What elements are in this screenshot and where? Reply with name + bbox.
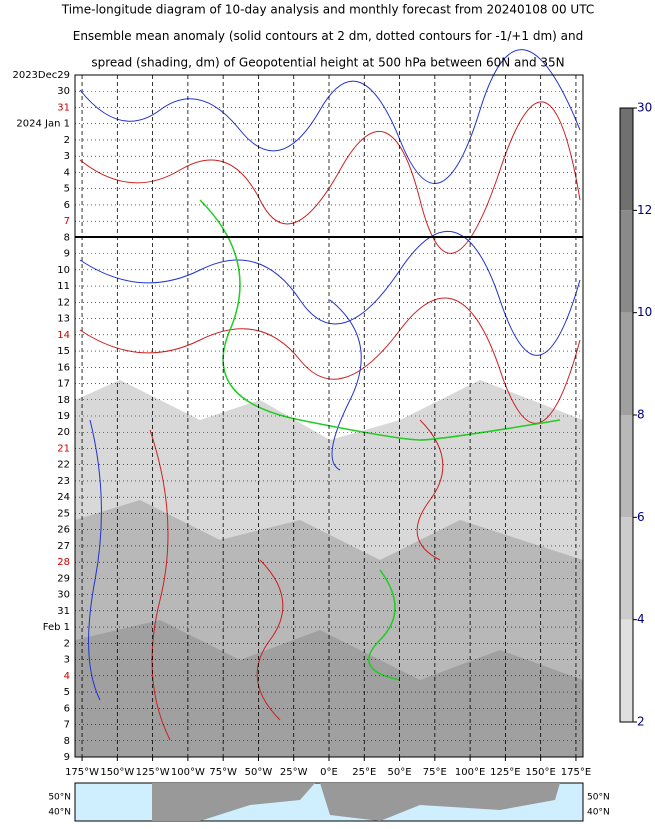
x-tick-label: 125°E [490,767,520,778]
colorbar-segment [620,108,633,211]
colorbar-label: 12 [637,203,652,217]
contour [256,559,284,721]
x-tick-label: 75°E [423,767,447,778]
y-tick-label: 10 [57,265,70,276]
colorbar-segment [620,619,633,722]
map-land [320,783,560,821]
y-tick-label: 2 [64,135,70,146]
y-tick-label: 29 [57,573,70,584]
contour [199,199,561,441]
y-tick-label: Feb 1 [43,622,70,633]
y-tick-label: 4 [64,671,70,682]
y-tick-label: 6 [64,703,70,714]
y-tick-label: 11 [57,281,70,292]
spread-shading [75,620,583,757]
y-tick-label: 24 [57,492,70,503]
x-tick-label: 175°W [65,767,99,778]
y-tick-label: 5 [64,184,70,195]
y-tick-label: 27 [57,541,70,552]
y-tick-label: 17 [57,379,70,390]
chart-title: Ensemble mean anomaly (solid contours at… [73,29,584,43]
y-tick-label: 14 [57,330,70,341]
colorbar-segment [620,210,633,313]
map-lat-label: 50°N [48,793,71,803]
y-tick-label: 7 [64,216,70,227]
y-tick-label: 3 [64,655,70,666]
map-strip [74,782,584,822]
x-tick-label: 150°E [525,767,555,778]
y-tick-label: 3 [64,151,70,162]
y-tick-label: 9 [64,249,70,260]
contour [79,230,581,356]
y-tick-label: 13 [57,314,70,325]
map-lat-label: 50°N [587,793,610,803]
y-tick-label: 18 [57,395,70,406]
colorbar-label: 2 [637,715,645,729]
colorbar-label: 4 [637,612,645,626]
colorbar-segment [620,415,633,518]
y-tick-label: 23 [57,476,70,487]
x-tick-label: 0°E [320,767,338,778]
y-tick-label: 30 [57,590,70,601]
y-tick-label: 22 [57,460,70,471]
map-land [152,783,315,821]
chart-title: spread (shading, dm) of Geopotential hei… [91,56,564,70]
x-tick-label: 125°W [136,767,170,778]
colorbar-label: 10 [637,305,652,319]
y-tick-label: 21 [57,443,70,454]
colorbar-label: 30 [637,101,652,115]
x-tick-label: 100°E [455,767,485,778]
y-tick-label: 15 [57,346,70,357]
x-tick-label: 75°W [209,767,237,778]
x-tick-label: 150°W [100,767,134,778]
contour [88,419,102,701]
colorbar-label: 8 [637,408,645,422]
contour [368,569,401,681]
chart-title: Time-longitude diagram of 10-day analysi… [61,3,594,17]
colorbar-label: 6 [637,510,645,524]
y-tick-label: 19 [57,411,70,422]
x-tick-label: 175°E [561,767,591,778]
x-tick-label: 50°W [245,767,273,778]
y-tick-label: 28 [57,557,70,568]
map-lat-label: 40°N [48,808,71,818]
contour [149,429,171,741]
y-tick-label: 2 [64,638,70,649]
y-tick-label: 7 [64,720,70,731]
contour [329,299,362,471]
y-tick-label: 26 [57,525,70,536]
y-tick-label: 31 [57,102,70,113]
y-tick-label: 8 [64,232,70,243]
x-tick-label: 50°E [388,767,412,778]
x-tick-label: 25°W [280,767,308,778]
y-tick-label: 6 [64,200,70,211]
y-tick-label: 25 [57,508,70,519]
contour [79,297,581,424]
contour [416,419,444,561]
y-tick-label: 8 [64,736,70,747]
y-tick-label: 9 [64,752,70,763]
y-tick-label: 16 [57,362,70,373]
y-tick-label: 31 [57,606,70,617]
contour [79,49,581,184]
y-tick-label: 2024 Jan 1 [16,119,70,130]
colorbar-segment [620,517,633,620]
colorbar-segment [620,312,633,415]
y-tick-label: 12 [57,297,70,308]
map-lat-label: 40°N [587,808,610,818]
plot-area [74,49,584,758]
y-tick-label: 5 [64,687,70,698]
y-tick-label: 4 [64,167,70,178]
y-tick-label: 2023Dec29 [12,70,70,81]
y-tick-label: 20 [57,427,70,438]
x-tick-label: 100°W [171,767,205,778]
x-tick-label: 25°E [352,767,376,778]
y-tick-label: 30 [57,86,70,97]
